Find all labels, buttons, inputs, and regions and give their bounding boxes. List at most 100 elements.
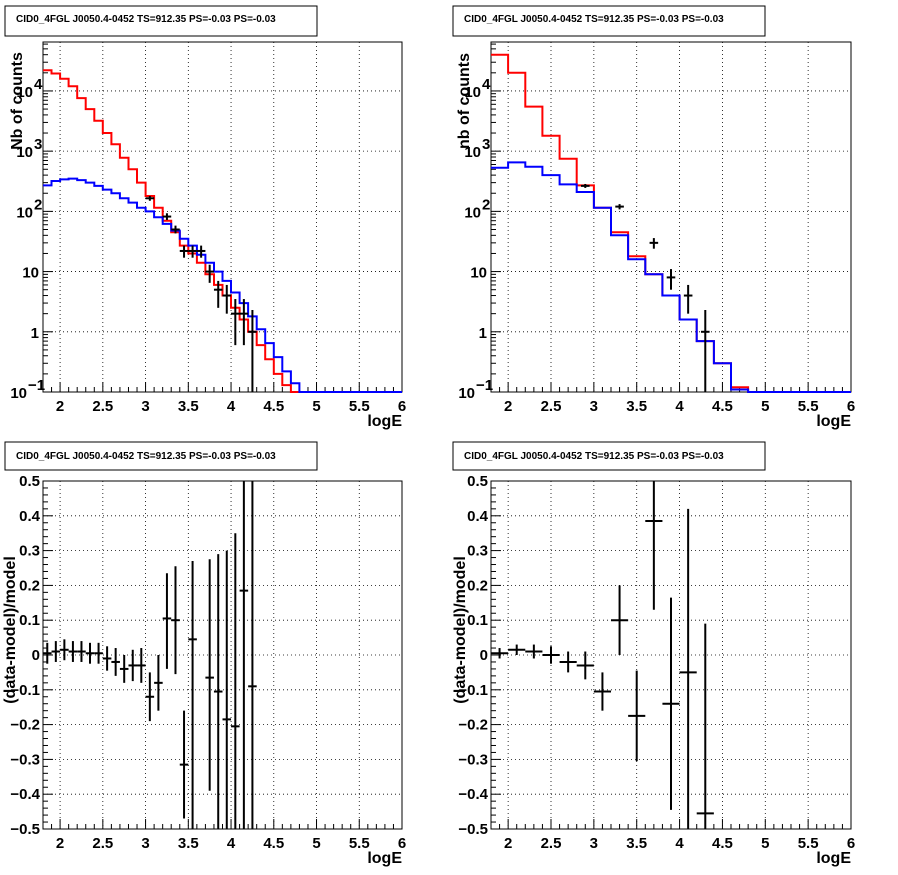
x-tick-label: 4 xyxy=(675,398,684,415)
x-tick-label: 2 xyxy=(504,835,512,852)
data-point xyxy=(645,481,663,610)
x-tick-label: 2 xyxy=(56,835,64,852)
x-axis-label: logE xyxy=(816,850,851,867)
data-point xyxy=(60,639,69,661)
plot-frame xyxy=(490,41,852,393)
data-point xyxy=(188,561,197,829)
y-tick-label: −0.4 xyxy=(458,786,488,803)
y-tick-label: 10 xyxy=(464,84,481,101)
data-point xyxy=(94,642,103,664)
y-tick-exponent: 3 xyxy=(34,136,42,153)
x-tick-label: 2.5 xyxy=(92,398,113,415)
data-point xyxy=(491,648,509,659)
chart-title: CID0_4FGL J0050.4-0452 TS=912.35 PS=-0.0… xyxy=(464,451,724,462)
x-tick-label: 6 xyxy=(847,835,855,852)
y-axis-label: nb of counts xyxy=(456,53,473,149)
data-point xyxy=(576,651,594,680)
x-tick-label: 4.5 xyxy=(263,835,284,852)
x-tick-label: 5 xyxy=(312,835,320,852)
y-tick-label: −0.1 xyxy=(10,682,40,699)
x-tick-label: 4.5 xyxy=(712,398,733,415)
y-tick-label: 0.1 xyxy=(467,612,488,629)
y-tick-label: 10 xyxy=(470,265,487,282)
data-point xyxy=(649,238,659,249)
data-point xyxy=(222,550,232,829)
y-tick-label: 0.3 xyxy=(19,543,40,560)
x-tick-label: 3 xyxy=(590,835,598,852)
y-axis-label: Nb of counts xyxy=(9,52,26,150)
data-point xyxy=(213,554,223,829)
chart-panel-top-left: CID0_4FGL J0050.4-0452 TS=912.35 PS=-0.0… xyxy=(4,5,406,430)
y-tick-exponent: 4 xyxy=(482,76,491,93)
chart-panel-bottom-left: CID0_4FGL J0050.4-0452 TS=912.35 PS=-0.0… xyxy=(2,441,406,867)
grid-lines xyxy=(491,42,851,392)
y-tick-label: 10 xyxy=(464,204,481,221)
chart-title-box xyxy=(452,441,766,471)
x-tick-label: 3.5 xyxy=(178,835,199,852)
data-point xyxy=(145,195,155,201)
data-point xyxy=(213,280,223,308)
x-tick-label: 4.5 xyxy=(712,835,733,852)
y-tick-label: 0.4 xyxy=(19,508,41,525)
grid-lines xyxy=(43,481,402,829)
x-tick-label: 2.5 xyxy=(92,835,113,852)
data-point xyxy=(525,644,543,659)
x-axis-label: logE xyxy=(367,413,402,430)
x-tick-label: 5.5 xyxy=(798,835,819,852)
data-point xyxy=(188,245,197,258)
grid-lines xyxy=(43,42,402,392)
chart-title-box xyxy=(452,5,766,37)
data-point xyxy=(666,269,676,290)
data-point xyxy=(701,310,710,392)
x-tick-label: 2.5 xyxy=(541,398,562,415)
data-point xyxy=(171,566,180,675)
x-tick-label: 3 xyxy=(141,835,149,852)
x-tick-label: 3.5 xyxy=(626,835,647,852)
x-tick-label: 4.5 xyxy=(263,398,284,415)
chart-title: CID0_4FGL J0050.4-0452 TS=912.35 PS=-0.0… xyxy=(16,14,276,25)
x-tick-label: 4 xyxy=(227,398,236,415)
x-tick-label: 5.5 xyxy=(798,398,819,415)
data-point xyxy=(662,597,680,810)
data-point xyxy=(196,245,206,258)
x-tick-label: 6 xyxy=(398,398,406,415)
y-tick-label: 0.2 xyxy=(19,577,40,594)
data-point xyxy=(145,672,155,722)
x-tick-label: 5 xyxy=(761,835,769,852)
data-point xyxy=(248,481,257,829)
x-axis-label: logE xyxy=(367,850,402,867)
series-line-model-total xyxy=(43,69,402,393)
series-line-model-total xyxy=(491,53,851,393)
x-tick-label: 5.5 xyxy=(349,835,370,852)
data-point xyxy=(628,670,646,762)
data-point xyxy=(239,299,249,346)
y-tick-exponent: 3 xyxy=(482,136,490,153)
chart-title-box xyxy=(4,441,318,471)
data-point xyxy=(43,642,52,664)
x-tick-label: 4 xyxy=(675,835,684,852)
chart-title: CID0_4FGL J0050.4-0452 TS=912.35 PS=-0.0… xyxy=(464,14,724,25)
data-point xyxy=(683,284,693,314)
y-tick-label: 1 xyxy=(479,325,487,342)
y-tick-label: −0.4 xyxy=(10,786,40,803)
x-tick-label: 3 xyxy=(141,398,149,415)
y-tick-label: 10 xyxy=(16,204,33,221)
x-tick-label: 2 xyxy=(504,398,512,415)
y-tick-label: −0.2 xyxy=(10,717,40,734)
data-point xyxy=(171,225,180,234)
chart-panel-top-right: CID0_4FGL J0050.4-0452 TS=912.35 PS=-0.0… xyxy=(452,5,855,430)
data-point xyxy=(205,559,214,791)
data-point xyxy=(239,481,249,829)
y-tick-label: 0.4 xyxy=(467,508,489,525)
data-point xyxy=(179,710,189,819)
x-tick-label: 3 xyxy=(590,398,598,415)
y-tick-exponent: 4 xyxy=(34,76,43,93)
data-point xyxy=(508,644,526,655)
y-tick-label: 10 xyxy=(16,144,33,161)
y-tick-label: −0.5 xyxy=(10,821,40,838)
y-tick-label: 0.5 xyxy=(19,473,40,490)
y-axis-label: (data-model)/model xyxy=(452,556,469,704)
y-tick-label: 0.3 xyxy=(467,543,488,560)
data-point xyxy=(222,284,232,314)
data-point xyxy=(542,646,560,664)
